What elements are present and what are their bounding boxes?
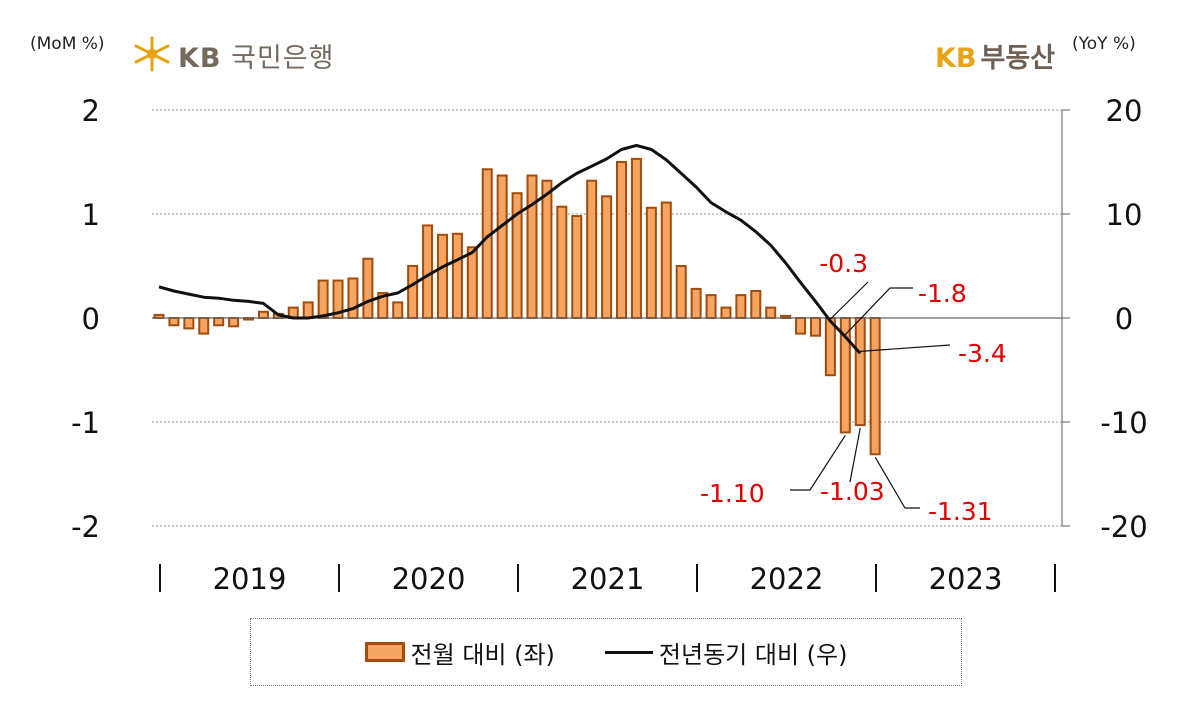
right-axis-tick-label: -20	[1100, 510, 1147, 544]
right-axis-unit: (YoY %)	[1072, 34, 1136, 54]
x-axis-year-label: 2023	[929, 562, 1003, 596]
bar	[720, 306, 732, 320]
bar	[436, 233, 448, 319]
x-axis-year-label: 2022	[750, 562, 824, 596]
legend-line-label: 전년동기 대비 (우)	[658, 640, 848, 669]
annotation-label: -0.3	[819, 249, 868, 278]
bar	[541, 179, 553, 319]
bar	[616, 161, 628, 319]
right-axis-tick-label: -10	[1100, 406, 1147, 440]
annotation-label: -1.10	[700, 479, 765, 508]
bar	[869, 317, 881, 456]
bar	[809, 317, 821, 337]
bar	[302, 301, 314, 319]
annotation-label: -3.4	[958, 339, 1007, 368]
bar	[601, 195, 613, 320]
bar	[765, 306, 777, 320]
bar	[407, 265, 419, 319]
bar	[481, 168, 493, 319]
kb-real-estate-logo: KB 부동산	[935, 36, 1055, 75]
bar	[257, 310, 269, 320]
annotation-label: -1.8	[918, 279, 967, 308]
bar	[362, 257, 374, 319]
bar	[675, 265, 687, 319]
annotation-label: -1.31	[928, 497, 993, 526]
annotation-leader-line	[829, 281, 869, 320]
bar	[824, 317, 836, 377]
x-axis-year-label: 2019	[213, 562, 287, 596]
bar	[645, 206, 657, 319]
kb-kookmin-bank-logo: KB 국민은행	[178, 36, 334, 75]
bar	[556, 205, 568, 319]
bar	[735, 294, 747, 319]
bar	[347, 277, 359, 320]
brand-right-name: 부동산	[980, 43, 1056, 74]
left-axis-tick-label: 1	[82, 198, 100, 232]
left-axis-unit: (MoM %)	[30, 34, 105, 54]
bar	[213, 317, 225, 327]
bar	[317, 279, 329, 319]
chart-legend: 전월 대비 (좌) 전년동기 대비 (우)	[250, 618, 962, 686]
bar	[526, 174, 538, 319]
annotation-leader-line	[849, 428, 861, 483]
x-axis-year-label: 2021	[571, 562, 645, 596]
right-axis-tick-label: 10	[1106, 198, 1143, 232]
bar	[228, 317, 240, 328]
legend-bar-label: 전월 대비 (좌)	[410, 640, 555, 669]
legend-line-swatch	[604, 650, 653, 654]
right-axis-tick-label: 20	[1106, 94, 1143, 128]
left-axis-tick-label: 2	[82, 94, 100, 128]
bar	[586, 179, 598, 319]
bar	[198, 317, 210, 335]
kb-star-logo-icon	[134, 36, 170, 72]
bar	[854, 317, 866, 427]
brand-left-kb: KB	[178, 43, 222, 74]
bar	[392, 301, 404, 319]
annotation-leader-line	[874, 456, 920, 509]
yoy-line	[158, 143, 862, 355]
x-axis-year-label: 2020	[392, 562, 466, 596]
bar	[496, 174, 508, 319]
bar	[183, 317, 195, 330]
legend-bar-swatch	[364, 642, 405, 662]
bar	[690, 287, 702, 320]
bar	[750, 289, 762, 319]
bar	[660, 201, 672, 319]
annotation-label: -1.03	[820, 477, 885, 506]
legend-item-mom: 전월 대비 (좌)	[364, 635, 555, 670]
bar	[795, 317, 807, 335]
legend-item-yoy: 전년동기 대비 (우)	[604, 635, 848, 670]
left-axis-tick-label: 0	[82, 302, 100, 336]
brand-right-kb: KB	[935, 43, 977, 74]
bar	[451, 232, 463, 319]
bar	[422, 224, 434, 319]
annotation-leader-line	[860, 344, 951, 352]
left-axis-tick-label: -2	[71, 510, 100, 544]
bar	[168, 317, 180, 327]
right-axis-tick-label: 0	[1115, 302, 1133, 336]
brand-left-name: 국민은행	[231, 43, 335, 74]
annotation-leader-line	[790, 435, 846, 491]
bar	[705, 294, 717, 319]
bar	[466, 246, 478, 319]
left-axis-tick-label: -1	[71, 406, 100, 440]
bar	[571, 215, 583, 319]
bar	[630, 157, 642, 319]
annotation-leader-line	[844, 287, 913, 336]
